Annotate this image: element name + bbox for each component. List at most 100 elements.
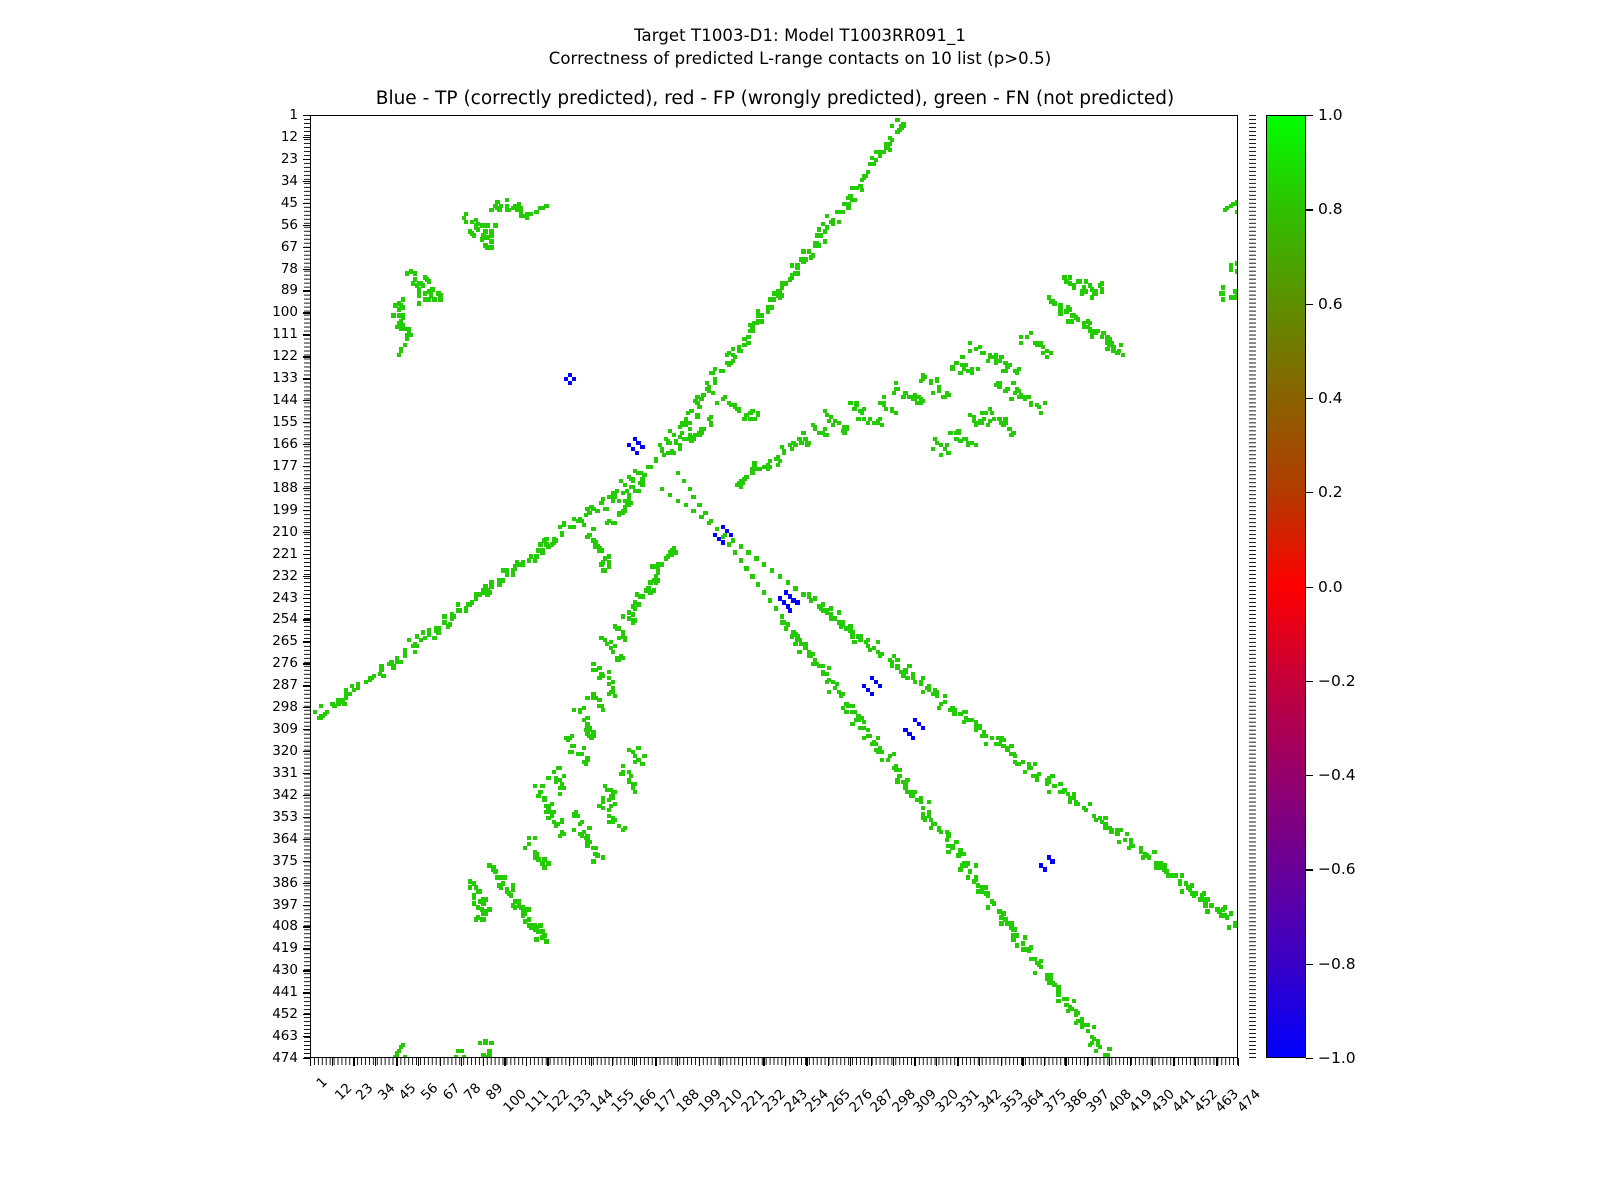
contact-cell: [522, 213, 527, 218]
contact-cell: [552, 809, 557, 814]
y-axis-tick: [303, 948, 311, 950]
y-axis-tick-label: 243: [272, 589, 298, 606]
contact-cell: [528, 554, 533, 559]
contact-cell: [571, 524, 577, 529]
contact-cell: [461, 215, 467, 220]
contact-cell: [991, 416, 996, 422]
contact-cell: [395, 1050, 400, 1056]
contact-cell: [469, 219, 475, 224]
x-axis-tick: [482, 1058, 485, 1066]
contact-cell: [964, 363, 969, 368]
contact-cell: [559, 781, 565, 787]
contact-cell: [740, 480, 745, 485]
x-axis-tick: [439, 1058, 441, 1066]
contact-cell: [762, 562, 767, 567]
contact-cell: [395, 325, 400, 330]
contact-cell: [1021, 759, 1026, 765]
contact-cell: [561, 785, 567, 790]
contact-cell: [612, 624, 618, 629]
contact-cell: [501, 578, 506, 583]
contact-cell: [938, 452, 943, 458]
contact-cell: [724, 528, 730, 533]
contact-cell: [544, 939, 549, 944]
contact-cell: [561, 520, 567, 525]
contact-cell: [455, 602, 461, 607]
contact-map-plot-area[interactable]: [310, 115, 1238, 1058]
contact-cell: [811, 662, 816, 667]
contact-cell: [736, 480, 741, 485]
contact-cell: [705, 386, 710, 392]
contact-cell: [583, 727, 588, 733]
contact-cell: [426, 279, 431, 284]
contact-cell: [1177, 881, 1183, 886]
contact-cell: [920, 398, 926, 404]
y-axis-tick-label: 34: [280, 172, 298, 189]
contact-cell: [450, 616, 455, 621]
contact-cell: [777, 574, 783, 579]
contact-cell: [1052, 783, 1057, 789]
contact-cell: [699, 396, 704, 402]
contact-cell: [866, 644, 871, 649]
contact-cell: [848, 400, 853, 406]
contact-cell: [1234, 293, 1237, 298]
contact-cell: [1003, 917, 1008, 922]
contact-cell: [591, 692, 596, 697]
x-axis-tick: [849, 1058, 851, 1066]
y-axis-tick-label: 111: [272, 326, 298, 343]
contact-cell: [438, 297, 443, 302]
contact-cell: [401, 297, 406, 302]
y-axis-tick-label: 100: [272, 304, 298, 321]
contact-cell: [750, 329, 755, 334]
contact-cell: [632, 781, 637, 787]
contact-cell: [463, 608, 469, 613]
x-axis-tick: [914, 1058, 916, 1066]
contact-cell: [946, 450, 951, 456]
contact-cell: [781, 448, 786, 454]
contact-cell: [601, 560, 606, 565]
contact-cell: [869, 676, 875, 681]
contact-cell: [1119, 827, 1124, 832]
contact-cell: [824, 432, 830, 438]
y-axis-tick: [303, 246, 311, 248]
contact-cell: [467, 879, 473, 884]
contact-cell: [752, 321, 757, 326]
contact-cell: [779, 614, 785, 619]
contact-cell: [536, 548, 541, 553]
contact-cell: [481, 901, 486, 906]
y-axis-tick: [303, 356, 311, 358]
contact-cell: [412, 277, 418, 282]
y-axis-tick-label: 474: [272, 1050, 298, 1066]
contact-cell: [893, 410, 898, 416]
x-axis-tick: [892, 1058, 895, 1066]
y-axis-tick-label: 122: [272, 348, 298, 365]
y-axis-tick: [303, 575, 311, 577]
contact-cell: [862, 173, 867, 178]
contact-cell: [634, 592, 639, 597]
contact-cell: [775, 289, 781, 294]
contact-cell: [716, 536, 722, 541]
y-axis-tick-label: 12: [280, 128, 298, 145]
contact-cell: [934, 440, 939, 446]
contact-cell: [909, 789, 914, 794]
contact-cell: [583, 512, 588, 517]
contact-cell: [893, 380, 898, 386]
contact-cell: [850, 634, 855, 639]
contact-cell: [887, 147, 892, 153]
contact-cell: [1068, 275, 1073, 280]
contact-cell: [824, 213, 830, 218]
contact-cell: [660, 562, 665, 567]
contact-cell: [473, 885, 478, 890]
contact-cell: [483, 1038, 488, 1044]
contact-cell: [816, 243, 822, 248]
contact-cell: [889, 408, 894, 414]
contact-cell: [836, 690, 841, 695]
contact-cell: [336, 701, 341, 707]
contact-cell: [585, 757, 590, 763]
contact-cell: [428, 289, 433, 294]
contact-cell: [973, 727, 979, 733]
contact-cell: [355, 682, 361, 687]
y-axis-tick-label: 199: [272, 501, 298, 518]
contact-cell: [1187, 887, 1193, 892]
contact-cell: [461, 1054, 467, 1057]
contact-cell: [1079, 1020, 1085, 1026]
